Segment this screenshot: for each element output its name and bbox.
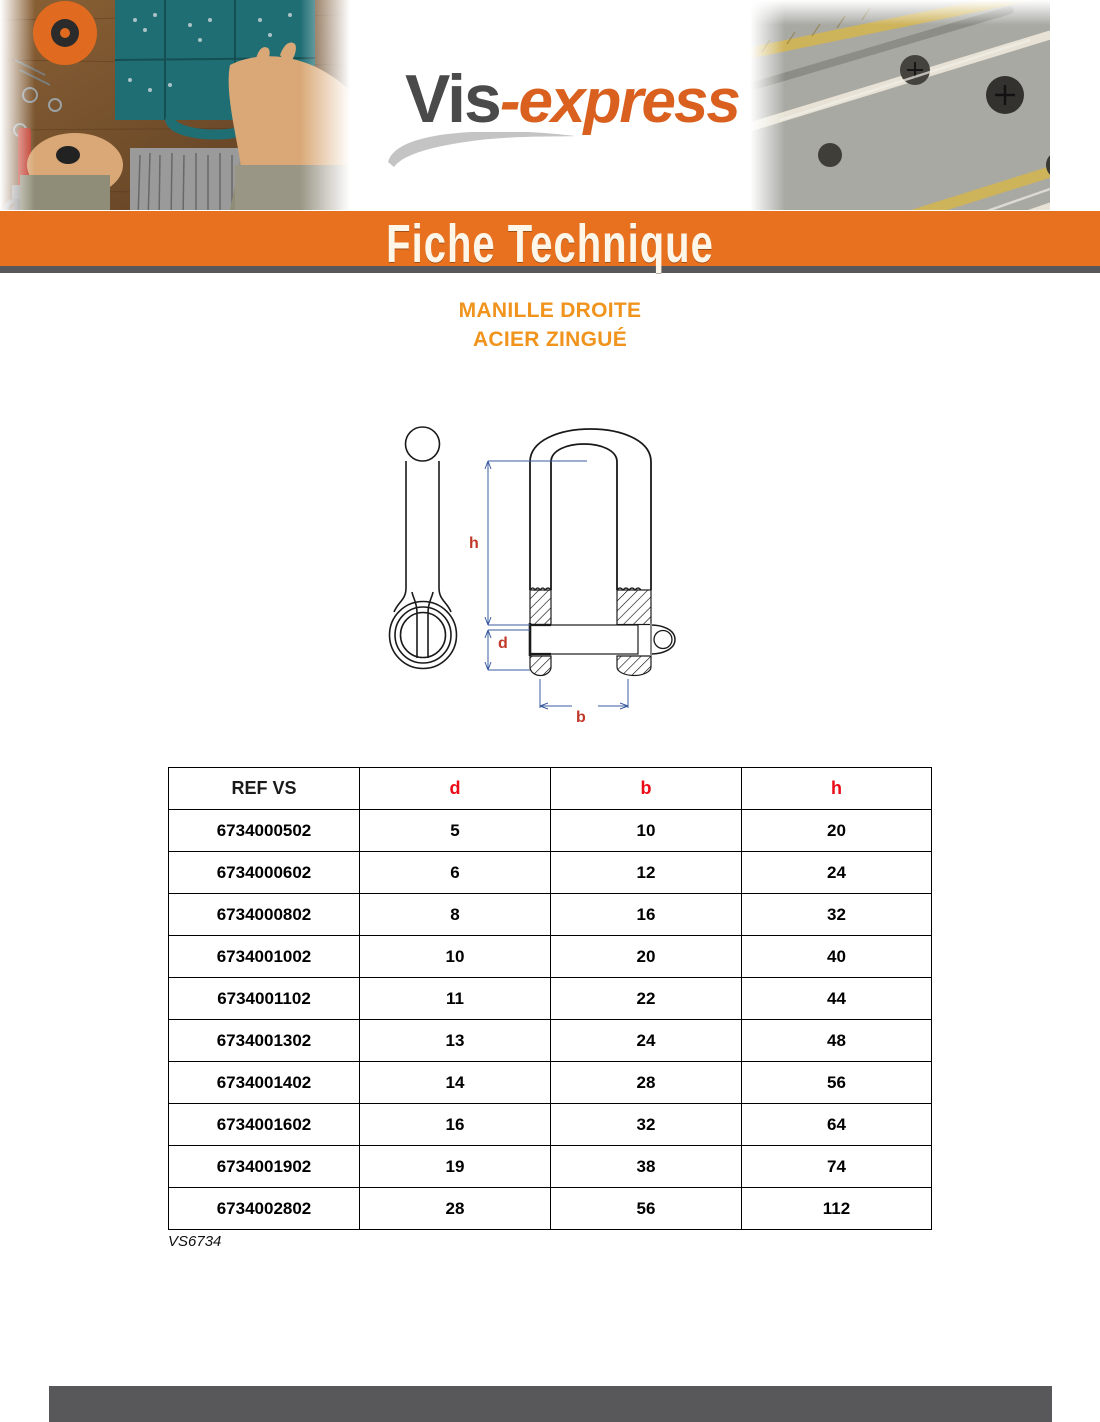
svg-text:h: h bbox=[469, 535, 479, 552]
svg-text:d: d bbox=[498, 635, 508, 652]
svg-text:b: b bbox=[576, 709, 586, 726]
